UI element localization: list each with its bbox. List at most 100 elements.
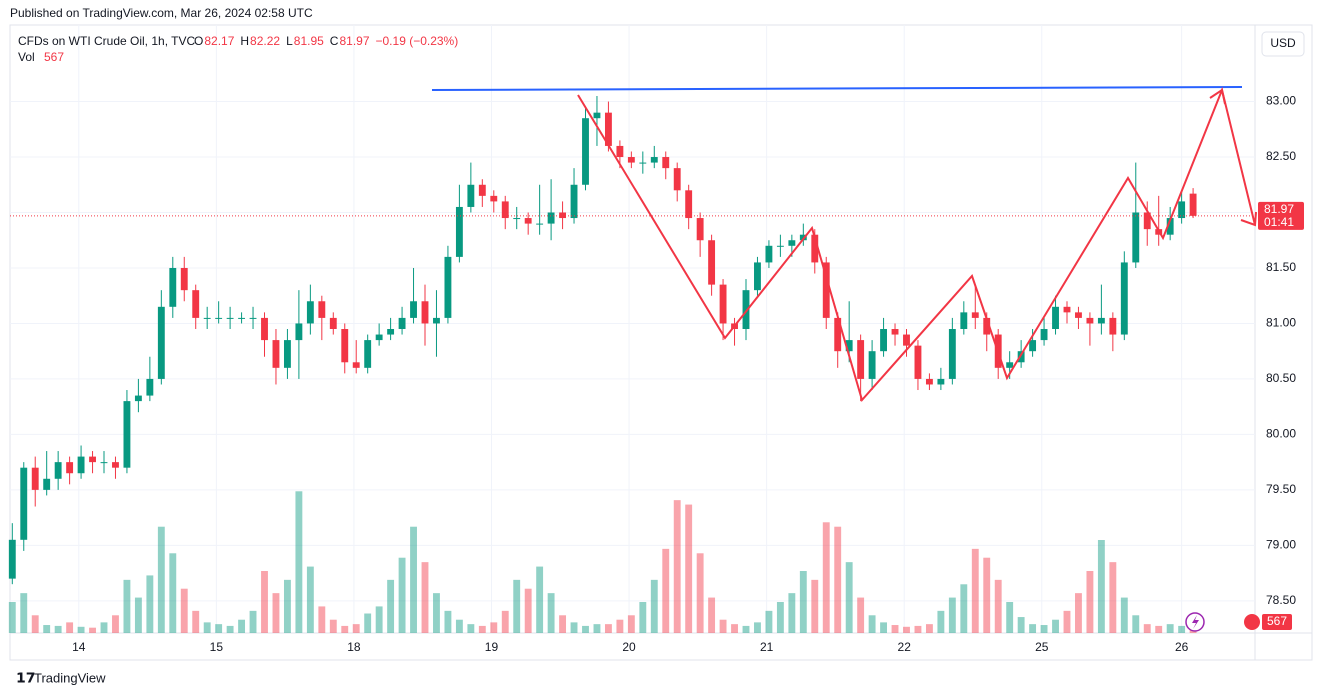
volume-bar xyxy=(536,566,544,633)
candle-body xyxy=(685,190,693,219)
currency[interactable]: USD xyxy=(1270,36,1296,50)
volume-bar xyxy=(799,571,807,633)
volume-bar xyxy=(1006,602,1014,633)
ohlc-value: 82.22 xyxy=(250,34,280,48)
x-tick-label: 15 xyxy=(210,640,224,654)
volume-bar xyxy=(547,593,555,633)
candle-body xyxy=(1166,218,1174,235)
candle-body xyxy=(776,245,784,247)
volume-bar xyxy=(1040,625,1048,633)
candle-body xyxy=(410,301,417,318)
volume-bar xyxy=(180,588,188,633)
candle-body xyxy=(100,462,108,464)
candle-body xyxy=(948,329,956,379)
volume-bar xyxy=(960,584,968,633)
ohlc-letter: O xyxy=(194,34,203,48)
candle-body xyxy=(708,240,716,285)
candle-body xyxy=(180,267,188,291)
zigzag-drawing xyxy=(577,86,1256,403)
volume-bar xyxy=(604,624,612,633)
volume-bar xyxy=(215,624,223,633)
candle-body xyxy=(754,262,761,291)
volume-bar xyxy=(983,557,991,633)
volume-bar xyxy=(880,622,888,633)
volume-bar xyxy=(375,606,383,633)
volume-bar xyxy=(398,557,406,633)
candle-body xyxy=(134,395,142,402)
ohlc-value: 81.97 xyxy=(339,34,369,48)
volume-bar xyxy=(478,625,486,633)
candle-body xyxy=(43,478,51,490)
volume-bar xyxy=(1052,619,1059,633)
volume-bar xyxy=(77,626,85,633)
candle-body xyxy=(1120,262,1128,335)
volume-bar xyxy=(1120,597,1128,633)
chart-frame xyxy=(9,24,1313,661)
volume-bar xyxy=(868,615,876,633)
candle-body xyxy=(1040,329,1048,341)
candle-body xyxy=(639,162,647,164)
candle-body xyxy=(295,323,303,341)
volume-bar xyxy=(811,579,819,633)
volume-bar xyxy=(776,602,784,633)
arrow-head xyxy=(1209,88,1226,105)
candle-body xyxy=(501,201,509,219)
volume-bar xyxy=(616,619,624,633)
volume-bar xyxy=(352,624,360,633)
volume-bar xyxy=(765,610,773,633)
countdown: 01:41 xyxy=(1264,215,1294,229)
volume-bar xyxy=(742,625,750,633)
candle-body xyxy=(306,301,314,324)
candle-body xyxy=(536,223,544,225)
candle-body xyxy=(960,312,968,329)
candle-body xyxy=(925,378,933,385)
candle-body xyxy=(1109,317,1117,335)
currency-button[interactable] xyxy=(1261,31,1305,57)
candle-body xyxy=(719,284,727,324)
candle-body xyxy=(192,290,200,318)
volume-bar xyxy=(43,625,51,633)
candle-body xyxy=(283,340,291,368)
volume-bar xyxy=(1029,624,1037,633)
y-tick-label: 83.00 xyxy=(1266,94,1296,108)
volume-bar xyxy=(295,491,303,633)
candle-body xyxy=(983,317,991,335)
candle-body xyxy=(1189,193,1197,216)
volume-bar xyxy=(845,562,853,633)
volume-bar xyxy=(834,526,842,633)
candle-body xyxy=(868,351,876,379)
volume-bar xyxy=(524,588,532,633)
volume-bar xyxy=(467,624,475,633)
volume-bar xyxy=(455,619,463,633)
y-tick-label: 81.00 xyxy=(1266,316,1296,330)
candle-body xyxy=(1017,351,1025,363)
x-tick-label: 26 xyxy=(1175,640,1189,654)
candle-body xyxy=(742,290,750,329)
volume-bar xyxy=(1132,615,1140,633)
brand: TradingView xyxy=(34,670,106,685)
volume-bar xyxy=(1063,610,1071,633)
candle-body xyxy=(1086,317,1094,324)
candle-body xyxy=(455,206,463,257)
volume-bar xyxy=(410,526,417,633)
volume-bar xyxy=(134,597,142,633)
candle-body xyxy=(903,334,910,346)
volume-bar xyxy=(822,522,830,633)
candle-body xyxy=(559,212,567,219)
candle-body xyxy=(478,184,486,196)
flag-icon xyxy=(1244,614,1260,630)
x-tick-label: 20 xyxy=(622,640,636,654)
volume-bar xyxy=(501,610,509,633)
y-tick-label: 78.50 xyxy=(1266,593,1296,607)
candle-body xyxy=(1063,306,1071,313)
candle-body xyxy=(123,401,131,468)
candle-body xyxy=(261,317,268,341)
volume-bar xyxy=(318,606,326,633)
volume-bar xyxy=(731,624,738,633)
volume-bar xyxy=(192,610,200,633)
volume-bar xyxy=(249,610,257,633)
arrow-head xyxy=(1240,211,1257,227)
candle-body xyxy=(1097,317,1105,324)
candle-body xyxy=(398,317,406,329)
ohlc-value: 81.95 xyxy=(294,34,324,48)
